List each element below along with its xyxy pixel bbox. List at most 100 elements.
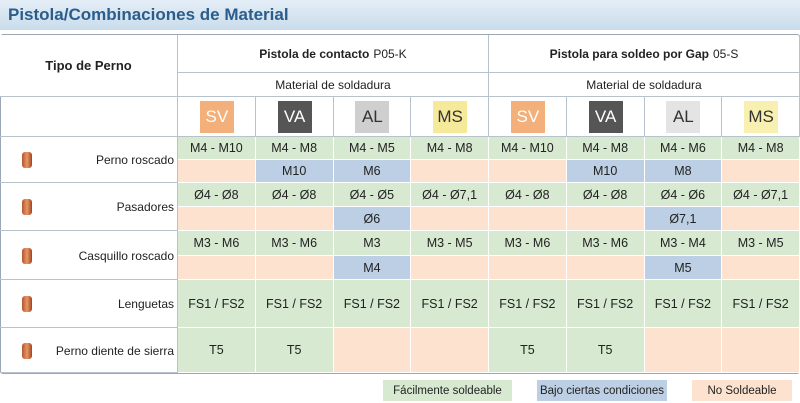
row-label: Pasadores	[116, 200, 174, 214]
row-label-cell	[0, 328, 178, 373]
material-badge: AL	[355, 101, 390, 133]
group-name: Pistola de contacto	[259, 46, 370, 61]
cell	[411, 256, 489, 280]
cell: M10	[255, 160, 334, 183]
legend-item: Bajo ciertas condiciones	[537, 380, 667, 401]
cell: T5	[566, 328, 645, 373]
cell: M4	[333, 256, 412, 280]
legend-item: No Soldeable	[692, 380, 792, 401]
cell	[255, 256, 334, 280]
cell: Ø6	[333, 207, 412, 231]
cell	[333, 328, 412, 373]
header-blank	[0, 97, 178, 137]
row-icon	[22, 199, 32, 215]
row-icon	[22, 342, 32, 359]
cell: M4 - M5	[333, 137, 412, 160]
cell: M3 - M5	[411, 231, 489, 256]
cell	[489, 256, 567, 280]
row-icon	[22, 296, 32, 312]
cell: M4 - M6	[644, 137, 723, 160]
group-code: 05-S	[713, 46, 739, 61]
cell: FS1 / FS2	[566, 280, 645, 328]
cell: M4 - M8	[255, 137, 334, 160]
cell	[178, 256, 256, 280]
material-cell	[178, 97, 256, 137]
cell: M3 - M6	[566, 231, 645, 256]
cell: M4 - M8	[566, 137, 645, 160]
row-icon	[22, 247, 32, 264]
cell: M4 - M10	[178, 137, 256, 160]
material-cell	[255, 97, 334, 137]
cell: Ø4 - Ø8	[255, 183, 334, 207]
row-label: Perno diente de sierra	[55, 343, 174, 358]
cell: T5	[178, 328, 256, 373]
cell	[722, 256, 800, 280]
cell	[722, 207, 800, 231]
cell: M3 - M6	[489, 231, 567, 256]
cell	[178, 207, 256, 231]
cell: M6	[333, 160, 412, 183]
cell	[411, 160, 489, 183]
row-label: Perno roscado	[95, 153, 174, 167]
cell: M3 - M6	[255, 231, 334, 256]
cell: Ø4 - Ø6	[644, 183, 723, 207]
cell	[411, 207, 489, 231]
cell: Ø4 - Ø5	[333, 183, 412, 207]
row-icon	[22, 152, 32, 168]
cell: Ø7,1	[644, 207, 723, 231]
cell: M8	[644, 160, 723, 183]
cell: Ø4 - Ø8	[178, 183, 256, 207]
material-badge: SV	[510, 101, 545, 133]
cell	[722, 160, 800, 183]
header-first: Tipo de Perno	[0, 35, 178, 97]
row-label: Lenguetas	[117, 297, 174, 311]
material-badge: AL	[666, 101, 701, 133]
cell: T5	[489, 328, 567, 373]
row-label: Casquillo roscado	[78, 248, 174, 263]
material-cell	[566, 97, 645, 137]
material-badge: VA	[588, 101, 623, 133]
cell	[489, 160, 567, 183]
cell	[566, 256, 645, 280]
group-header: Pistola para soldeo por Gap 05-S	[489, 35, 800, 73]
cell	[489, 207, 567, 231]
cell: Ø4 - Ø8	[489, 183, 567, 207]
cell: Ø4 - Ø8	[566, 183, 645, 207]
cell: M3 - M6	[178, 231, 256, 256]
material-cell	[333, 97, 412, 137]
cell: FS1 / FS2	[255, 280, 334, 328]
group-sub: Material de soldadura	[178, 73, 489, 97]
row-label-cell	[0, 280, 178, 328]
material-cell	[644, 97, 723, 137]
cell	[411, 328, 489, 373]
group-header: Pistola de contacto P05-K	[178, 35, 489, 73]
cell	[178, 160, 256, 183]
cell: M4 - M8	[411, 137, 489, 160]
row-label-cell	[0, 137, 178, 183]
cell: FS1 / FS2	[178, 280, 256, 328]
cell: FS1 / FS2	[333, 280, 412, 328]
cell: M5	[644, 256, 723, 280]
group-code: P05-K	[373, 46, 407, 61]
cell	[255, 207, 334, 231]
cell: T5	[255, 328, 334, 373]
material-badge: VA	[277, 101, 312, 133]
cell: M3 - M5	[722, 231, 800, 256]
cell: M4 - M10	[489, 137, 567, 160]
material-cell	[489, 97, 567, 137]
cell: M4 - M8	[722, 137, 800, 160]
group-sub: Material de soldadura	[489, 73, 800, 97]
row-label-cell	[0, 183, 178, 231]
row-label-cell	[0, 231, 178, 280]
cell	[644, 328, 723, 373]
cell: Ø4 - Ø7,1	[722, 183, 800, 207]
cell: FS1 / FS2	[644, 280, 723, 328]
cell: FS1 / FS2	[722, 280, 800, 328]
cell: M3	[333, 231, 412, 256]
cell: M10	[566, 160, 645, 183]
cell: FS1 / FS2	[411, 280, 489, 328]
cell	[722, 328, 800, 373]
group-name: Pistola para soldeo por Gap	[549, 46, 709, 61]
material-badge: MS	[744, 101, 779, 133]
